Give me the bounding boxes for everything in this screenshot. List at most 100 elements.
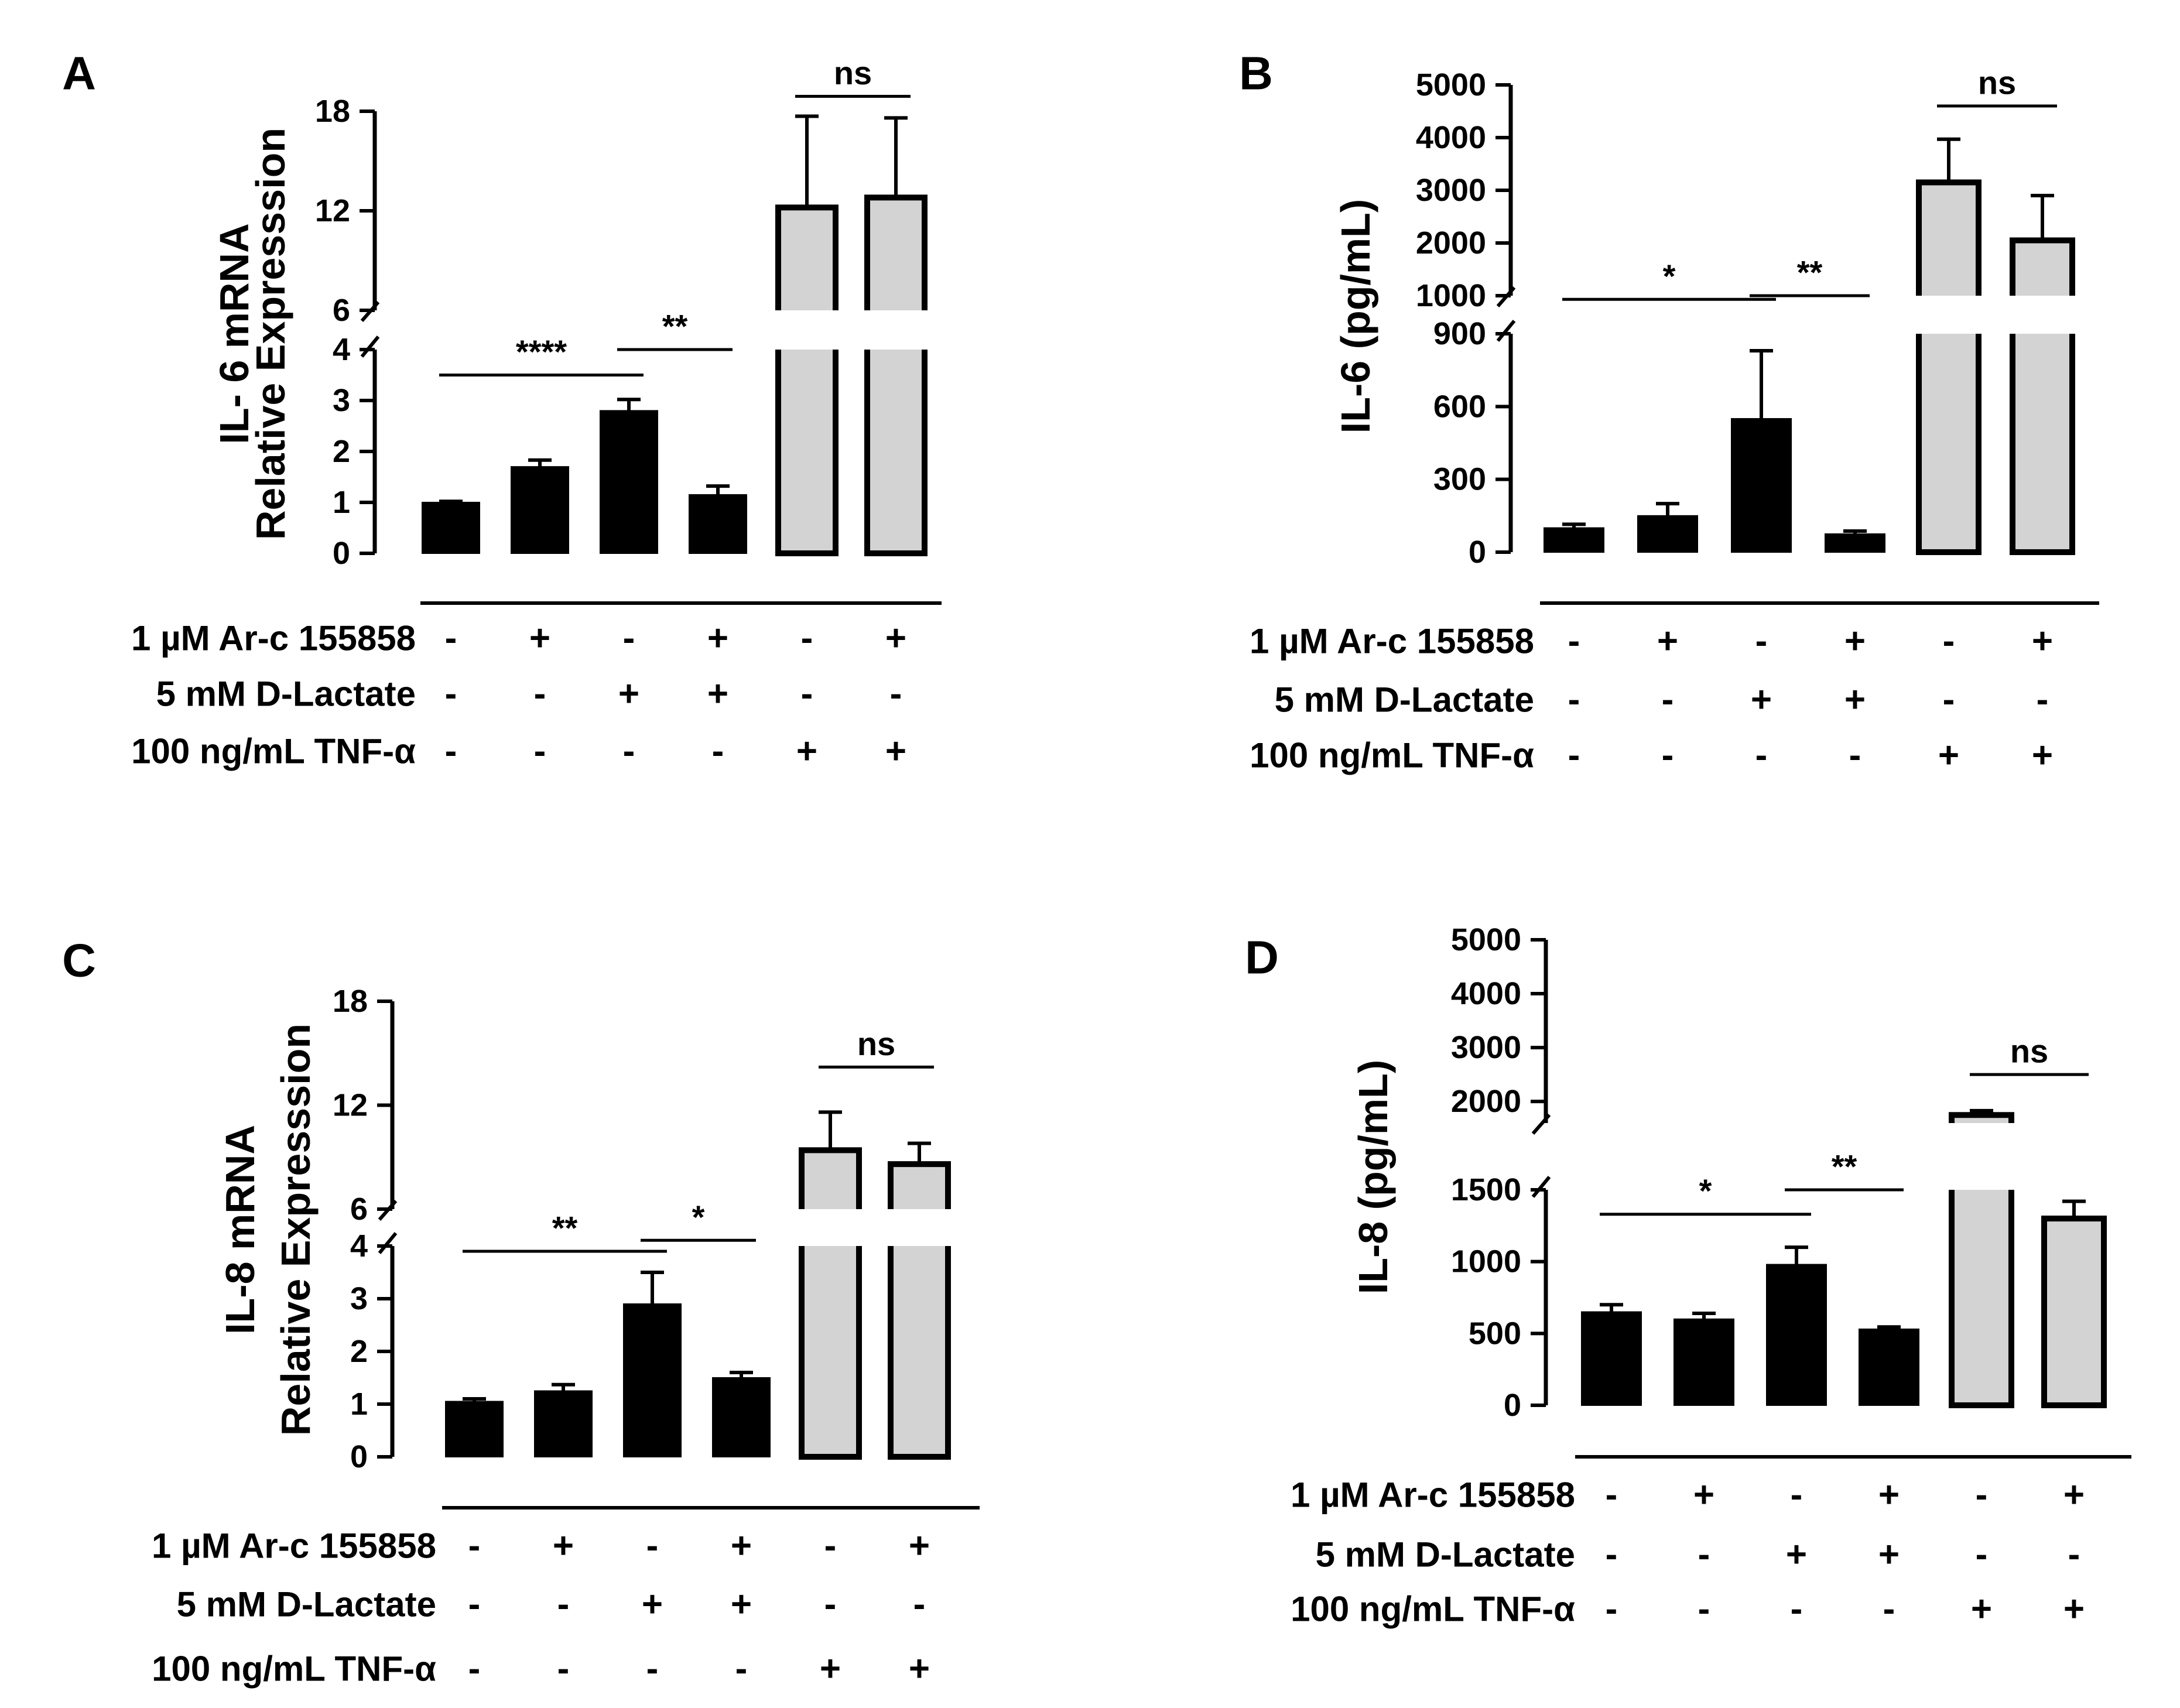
y-tick-label: 6 bbox=[350, 1192, 368, 1227]
y-tick-label: 5000 bbox=[1451, 922, 1521, 957]
condition-sign: + bbox=[1878, 1535, 1900, 1575]
condition-sign: - bbox=[445, 674, 457, 714]
bar bbox=[600, 410, 658, 554]
axis-break-mark bbox=[1496, 320, 1516, 342]
y-tick-label: 18 bbox=[315, 94, 350, 129]
y-tick-label: 3000 bbox=[1416, 173, 1486, 208]
significance-label: ** bbox=[552, 1210, 578, 1247]
condition-sign: + bbox=[885, 618, 906, 659]
bar bbox=[778, 207, 836, 310]
condition-sign: - bbox=[2037, 680, 2049, 720]
condition-sign: - bbox=[1568, 735, 1580, 776]
bar bbox=[1952, 1190, 2011, 1405]
bar bbox=[802, 1150, 859, 1209]
condition-sign: - bbox=[445, 618, 457, 659]
significance-label: * bbox=[1663, 258, 1676, 295]
bar bbox=[778, 350, 836, 553]
condition-sign: - bbox=[890, 674, 902, 714]
y-tick-label: 0 bbox=[1469, 535, 1486, 570]
condition-label: 1 µM Ar-c 155858 bbox=[1291, 1476, 1575, 1515]
y-tick-label: 1500 bbox=[1451, 1172, 1521, 1207]
bar-outline bbox=[864, 350, 928, 556]
bar bbox=[1673, 1318, 1734, 1406]
bar bbox=[1825, 533, 1885, 553]
y-tick-label: 300 bbox=[1433, 462, 1486, 497]
bar bbox=[1731, 418, 1792, 553]
y-tick-label: 12 bbox=[315, 193, 350, 228]
condition-sign: - bbox=[1662, 680, 1674, 720]
bar bbox=[1637, 515, 1698, 553]
y-tick-label: 3 bbox=[333, 383, 350, 418]
condition-label: 100 ng/mL TNF-α bbox=[152, 1649, 436, 1689]
condition-sign: - bbox=[1883, 1589, 1895, 1630]
condition-sign: + bbox=[820, 1649, 841, 1689]
significance-label: ns bbox=[834, 54, 872, 91]
condition-sign: + bbox=[885, 731, 906, 772]
condition-sign: + bbox=[1751, 680, 1772, 720]
significance-label: ** bbox=[662, 308, 688, 345]
bar-outline bbox=[799, 1246, 862, 1460]
condition-sign: - bbox=[557, 1584, 570, 1625]
condition-sign: - bbox=[2068, 1535, 2080, 1575]
y-tick-label: 1000 bbox=[1451, 1244, 1521, 1279]
y-tick-label: 2 bbox=[350, 1334, 368, 1369]
condition-sign: + bbox=[1786, 1535, 1807, 1575]
condition-sign: + bbox=[529, 618, 550, 659]
panel-label: C bbox=[62, 935, 96, 987]
significance-label: * bbox=[1699, 1172, 1712, 1209]
bar bbox=[712, 1377, 771, 1457]
significance-label: **** bbox=[516, 333, 567, 370]
axis-break-mark bbox=[1531, 1176, 1551, 1198]
condition-sign: - bbox=[468, 1526, 481, 1566]
condition-sign: + bbox=[796, 731, 817, 772]
y-tick-label: 4000 bbox=[1451, 976, 1521, 1011]
bar bbox=[511, 466, 569, 554]
bar-outline bbox=[888, 1246, 951, 1460]
bar bbox=[867, 197, 925, 310]
condition-sign: - bbox=[646, 1649, 659, 1689]
condition-label: 5 mM D-Lactate bbox=[1275, 680, 1534, 720]
y-tick-label: 0 bbox=[1504, 1388, 1521, 1423]
condition-label: 100 ng/mL TNF-α bbox=[1250, 736, 1534, 775]
y-tick-label: 5000 bbox=[1416, 67, 1486, 102]
condition-sign: + bbox=[1657, 621, 1678, 662]
y-tick-label: 500 bbox=[1469, 1316, 1521, 1351]
bar bbox=[2013, 334, 2072, 552]
condition-sign: - bbox=[534, 731, 546, 772]
condition-sign: - bbox=[824, 1526, 837, 1566]
y-tick-label: 3 bbox=[350, 1281, 368, 1316]
condition-sign: - bbox=[557, 1649, 570, 1689]
bar bbox=[891, 1164, 948, 1209]
condition-sign: - bbox=[1849, 735, 1861, 776]
bar bbox=[2013, 240, 2072, 296]
y-axis-title: Relative Expresssion bbox=[273, 1024, 319, 1436]
significance-label: * bbox=[692, 1199, 705, 1235]
condition-sign: - bbox=[1755, 621, 1768, 662]
condition-label: 100 ng/mL TNF-α bbox=[1291, 1590, 1575, 1629]
condition-label: 5 mM D-Lactate bbox=[156, 675, 416, 714]
significance-label: ** bbox=[1797, 254, 1823, 291]
condition-sign: - bbox=[623, 618, 635, 659]
condition-sign: + bbox=[1844, 621, 1866, 662]
y-tick-label: 4 bbox=[333, 332, 350, 367]
y-tick-label: 3000 bbox=[1451, 1030, 1521, 1065]
condition-sign: - bbox=[534, 674, 546, 714]
condition-sign: - bbox=[801, 674, 813, 714]
y-axis-title: IL- 6 mRNA bbox=[211, 223, 257, 444]
condition-sign: + bbox=[707, 674, 728, 714]
bar bbox=[689, 494, 747, 554]
y-tick-label: 2 bbox=[333, 434, 350, 469]
panel-label: D bbox=[1245, 932, 1279, 984]
condition-sign: + bbox=[731, 1526, 752, 1566]
panel-label: A bbox=[62, 47, 96, 100]
condition-label: 1 µM Ar-c 155858 bbox=[131, 619, 416, 658]
condition-sign: + bbox=[707, 618, 728, 659]
condition-sign: - bbox=[623, 731, 635, 772]
significance-label: ns bbox=[857, 1025, 895, 1062]
y-tick-label: 2000 bbox=[1416, 225, 1486, 261]
bar bbox=[1544, 527, 1604, 553]
condition-sign: - bbox=[801, 618, 813, 659]
bar bbox=[422, 502, 480, 554]
condition-sign: - bbox=[1606, 1475, 1618, 1515]
